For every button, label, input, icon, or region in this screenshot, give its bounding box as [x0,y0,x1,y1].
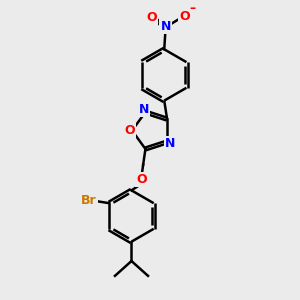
Text: Br: Br [81,194,97,207]
Text: N: N [139,103,149,116]
Text: N: N [165,137,176,150]
Text: O: O [136,173,147,186]
Text: –: – [189,2,195,15]
Text: O: O [147,11,157,25]
Text: O: O [179,10,190,23]
Text: O: O [124,124,134,137]
Text: N: N [160,20,171,33]
